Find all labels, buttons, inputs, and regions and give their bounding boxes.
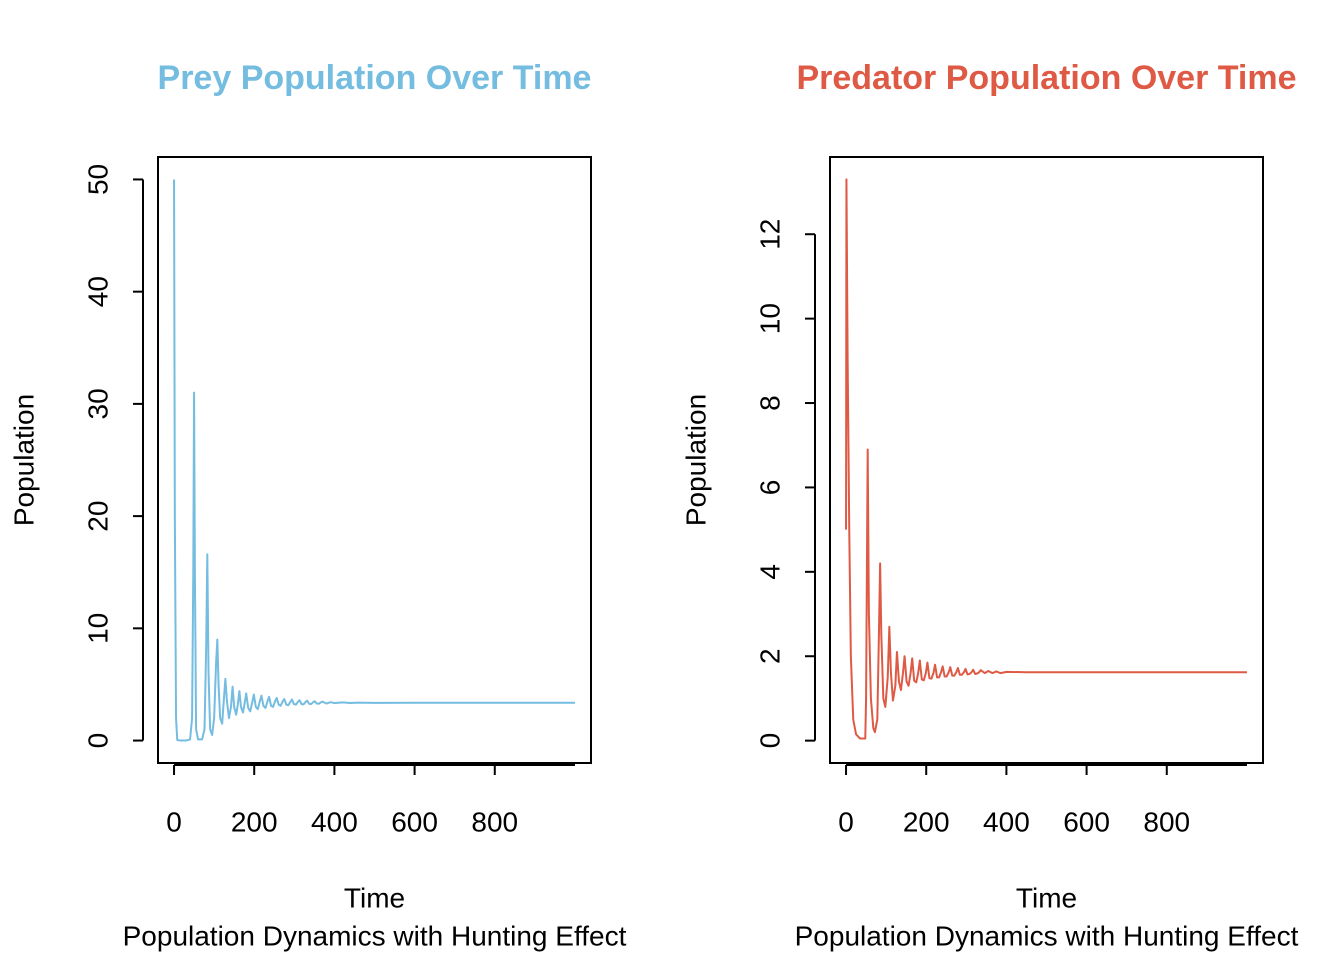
y-tick-label: 0: [754, 733, 785, 749]
y-tick-label: 20: [82, 501, 113, 532]
x-tick-label: 600: [1063, 806, 1110, 837]
y-tick-label: 0: [82, 733, 113, 749]
y-tick-label: 12: [754, 219, 785, 250]
chart-title: Prey Population Over Time: [158, 59, 592, 97]
y-tick-label: 4: [754, 564, 785, 580]
x-tick-label: 200: [903, 806, 950, 837]
y-tick-label: 40: [82, 276, 113, 307]
chart-title: Predator Population Over Time: [796, 59, 1296, 97]
plot-frame: [157, 156, 592, 764]
x-axis-label: Time: [344, 882, 405, 913]
y-tick-label: 10: [754, 303, 785, 334]
x-axis-label: Time: [1016, 882, 1077, 913]
x-tick-label: 800: [1143, 806, 1190, 837]
x-tick-label: 400: [311, 806, 358, 837]
subtitle: Population Dynamics with Hunting Effect: [795, 920, 1299, 951]
subtitle: Population Dynamics with Hunting Effect: [123, 920, 627, 951]
y-tick-label: 8: [754, 395, 785, 411]
data-line: [845, 178, 1247, 740]
plot-frame: [829, 156, 1264, 764]
y-tick-label: 10: [82, 613, 113, 644]
y-axis-label: Population: [8, 394, 39, 526]
x-tick-label: 600: [391, 806, 438, 837]
y-tick-label: 6: [754, 480, 785, 496]
x-tick-label: 800: [471, 806, 518, 837]
data-line: [173, 179, 575, 742]
y-tick-label: 50: [82, 164, 113, 195]
x-tick-label: 200: [231, 806, 278, 837]
y-tick-label: 30: [82, 388, 113, 419]
x-tick-label: 400: [983, 806, 1030, 837]
x-tick-label: 0: [838, 806, 854, 837]
y-tick-label: 2: [754, 648, 785, 664]
y-axis-label: Population: [680, 394, 711, 526]
x-tick-label: 0: [166, 806, 182, 837]
